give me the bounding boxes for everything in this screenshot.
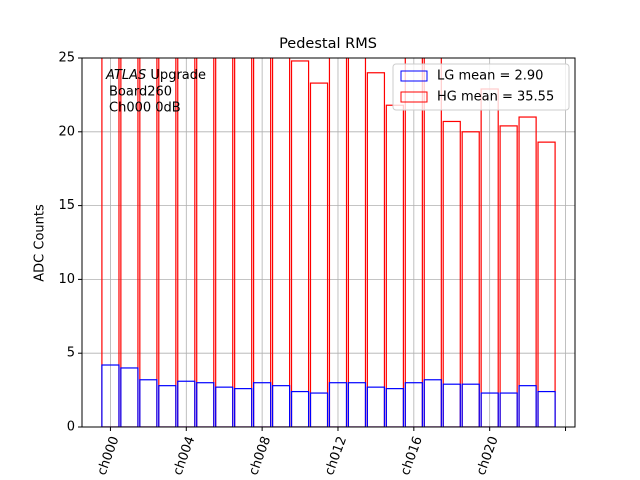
y-tick-label: 20	[58, 124, 75, 139]
legend-swatch	[400, 70, 428, 82]
bar	[366, 386, 386, 427]
y-tick-label: 0	[67, 420, 75, 435]
legend-box	[392, 63, 570, 111]
legend-label: LG mean = 2.90	[437, 69, 543, 84]
legend-label: HG mean = 35.55	[437, 90, 554, 105]
bar	[537, 141, 556, 427]
bar	[461, 383, 480, 427]
bar	[461, 131, 480, 427]
bar	[423, 379, 442, 427]
bar	[442, 383, 461, 427]
bar	[196, 382, 215, 427]
axes-frame	[81, 57, 576, 428]
bar	[139, 379, 158, 427]
bar	[480, 392, 499, 427]
bar	[328, 382, 348, 427]
bar	[215, 386, 234, 427]
chart-title: Pedestal RMS	[279, 36, 377, 52]
bar	[309, 392, 329, 427]
y-axis-label: ADC Counts	[33, 204, 48, 282]
annotation-channel: Ch000 0dB	[109, 101, 181, 116]
annotation-experiment: ATLAS	[105, 68, 146, 83]
annotation: ATLAS Upgrade	[105, 68, 206, 83]
y-tick-label: 25	[58, 51, 75, 66]
bar	[290, 60, 310, 427]
bar	[347, 382, 367, 427]
legend-swatch	[400, 91, 428, 103]
y-tick-label: 15	[58, 198, 75, 213]
y-tick-label: 10	[58, 272, 75, 287]
bar	[253, 382, 272, 427]
bar	[499, 392, 518, 427]
bar	[499, 125, 518, 427]
bar	[404, 382, 423, 427]
y-tick-label: 5	[67, 346, 75, 361]
annotation-board: Board260	[109, 85, 172, 100]
annotation-suffix: Upgrade	[150, 68, 206, 83]
bar	[442, 120, 461, 427]
